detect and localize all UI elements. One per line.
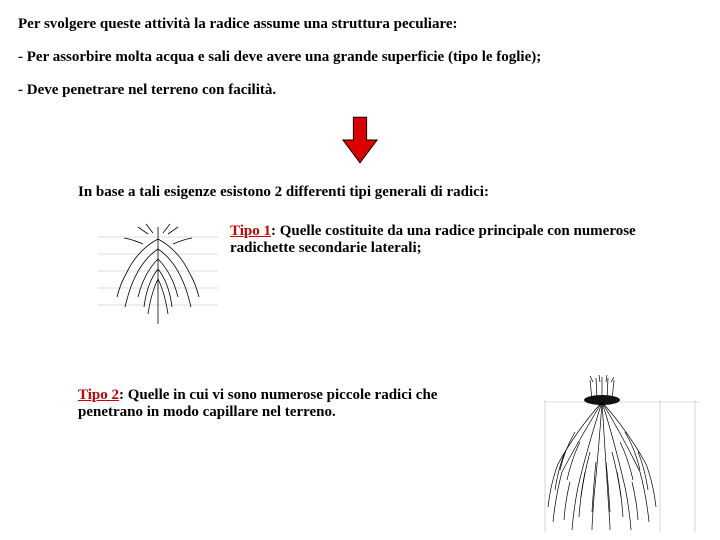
type2-label: Tipo 2 xyxy=(78,387,119,403)
down-arrow-icon xyxy=(341,115,379,165)
heading-intro: Per svolgere queste attività la radice a… xyxy=(18,16,702,33)
type1-label: Tipo 1 xyxy=(230,223,271,239)
type1-desc: : Quelle costituite da una radice princi… xyxy=(230,223,636,256)
taproot-illustration xyxy=(98,219,218,329)
type1-block: Tipo 1: Quelle costituite da una radice … xyxy=(98,219,702,329)
bullet-1: - Per assorbire molta acqua e sali deve … xyxy=(18,49,702,66)
bullet-2: - Deve penetrare nel terreno con facilit… xyxy=(18,82,702,99)
arrow-container xyxy=(18,115,702,170)
type2-text: Tipo 2: Quelle in cui vi sono numerose p… xyxy=(78,357,458,421)
fibrous-root-illustration xyxy=(520,372,700,532)
type2-desc: : Quelle in cui vi sono numerose piccole… xyxy=(78,387,437,420)
type1-text: Tipo 1: Quelle costituite da una radice … xyxy=(230,219,702,257)
subheading-types: In base a tali esigenze esistono 2 diffe… xyxy=(78,184,702,201)
